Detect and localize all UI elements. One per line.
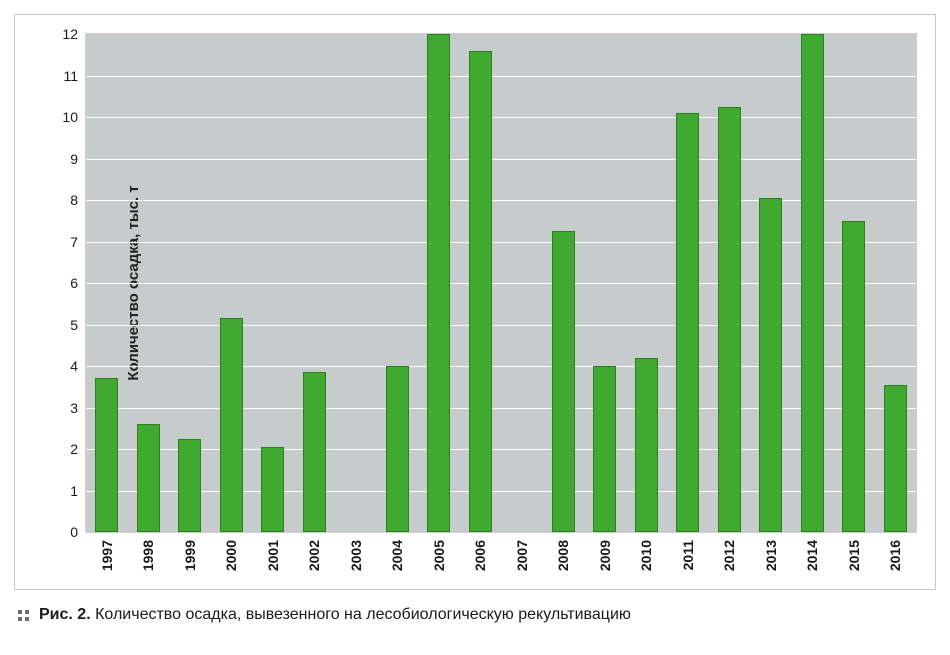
bar: [427, 34, 450, 532]
bar: [303, 372, 326, 532]
bar: [552, 231, 575, 532]
gridline: [86, 159, 916, 160]
x-tick-label: 2015: [846, 540, 862, 571]
y-tick-label: 9: [70, 151, 78, 167]
y-tick-label: 1: [70, 483, 78, 499]
figure-container: Количество осадка, тыс. т 01234567891011…: [0, 0, 950, 655]
y-tick-label: 8: [70, 192, 78, 208]
x-tick-label: 2009: [597, 540, 613, 571]
bar: [220, 318, 243, 532]
x-tick-label: 2002: [306, 540, 322, 571]
caption-bullet-icon: [18, 610, 29, 621]
x-tick-label: 1998: [140, 540, 156, 571]
y-tick-label: 5: [70, 317, 78, 333]
x-tick-label: 2005: [431, 540, 447, 571]
y-tick-label: 3: [70, 400, 78, 416]
bar: [801, 34, 824, 532]
caption-prefix: Рис. 2.: [39, 606, 91, 623]
bar: [469, 51, 492, 532]
bar: [842, 221, 865, 532]
y-tick-label: 10: [62, 109, 78, 125]
x-tick-label: 2008: [555, 540, 571, 571]
bar: [718, 107, 741, 532]
gridline: [86, 449, 916, 450]
bar: [635, 358, 658, 532]
gridline: [86, 366, 916, 367]
x-tick-label: 2007: [514, 540, 530, 571]
x-tick-label: 2013: [763, 540, 779, 571]
bar: [386, 366, 409, 532]
gridline: [86, 491, 916, 492]
gridline: [86, 117, 916, 118]
chart-frame: Количество осадка, тыс. т 01234567891011…: [14, 14, 936, 590]
x-tick-label: 2000: [223, 540, 239, 571]
y-tick-label: 11: [63, 68, 78, 84]
figure-caption: Рис. 2. Количество осадка, вывезенного н…: [14, 590, 936, 636]
gridline: [86, 408, 916, 409]
gridline: [86, 76, 916, 77]
plot-area: Количество осадка, тыс. т 01234567891011…: [85, 33, 917, 533]
x-tick-label: 2004: [389, 540, 405, 571]
gridline: [86, 325, 916, 326]
x-tick-label: 2012: [721, 540, 737, 571]
x-tick-label: 2014: [804, 540, 820, 571]
y-tick-label: 6: [70, 275, 78, 291]
y-tick-label: 7: [70, 234, 78, 250]
x-tick-label: 1997: [99, 540, 115, 571]
bar: [261, 447, 284, 532]
y-tick-label: 4: [70, 358, 78, 374]
caption-body: Количество осадка, вывезенного на лесоби…: [95, 606, 631, 623]
bar: [884, 385, 907, 532]
bar: [95, 378, 118, 532]
bar: [178, 439, 201, 532]
x-tick-label: 1999: [182, 540, 198, 571]
y-tick-label: 0: [70, 524, 78, 540]
y-tick-label: 2: [70, 441, 78, 457]
y-tick-label: 12: [62, 26, 78, 42]
caption-text: Рис. 2. Количество осадка, вывезенного н…: [39, 606, 631, 624]
gridline: [86, 242, 916, 243]
bar: [593, 366, 616, 532]
x-tick-label: 2003: [348, 540, 364, 571]
gridline: [86, 200, 916, 201]
x-tick-label: 2006: [472, 540, 488, 571]
x-tick-label: 2001: [265, 540, 281, 571]
bar: [759, 198, 782, 532]
gridline: [86, 283, 916, 284]
x-tick-label: 2016: [887, 540, 903, 571]
x-tick-label: 2011: [680, 540, 696, 570]
bar: [676, 113, 699, 532]
x-tick-label: 2010: [638, 540, 654, 571]
bar: [137, 424, 160, 532]
